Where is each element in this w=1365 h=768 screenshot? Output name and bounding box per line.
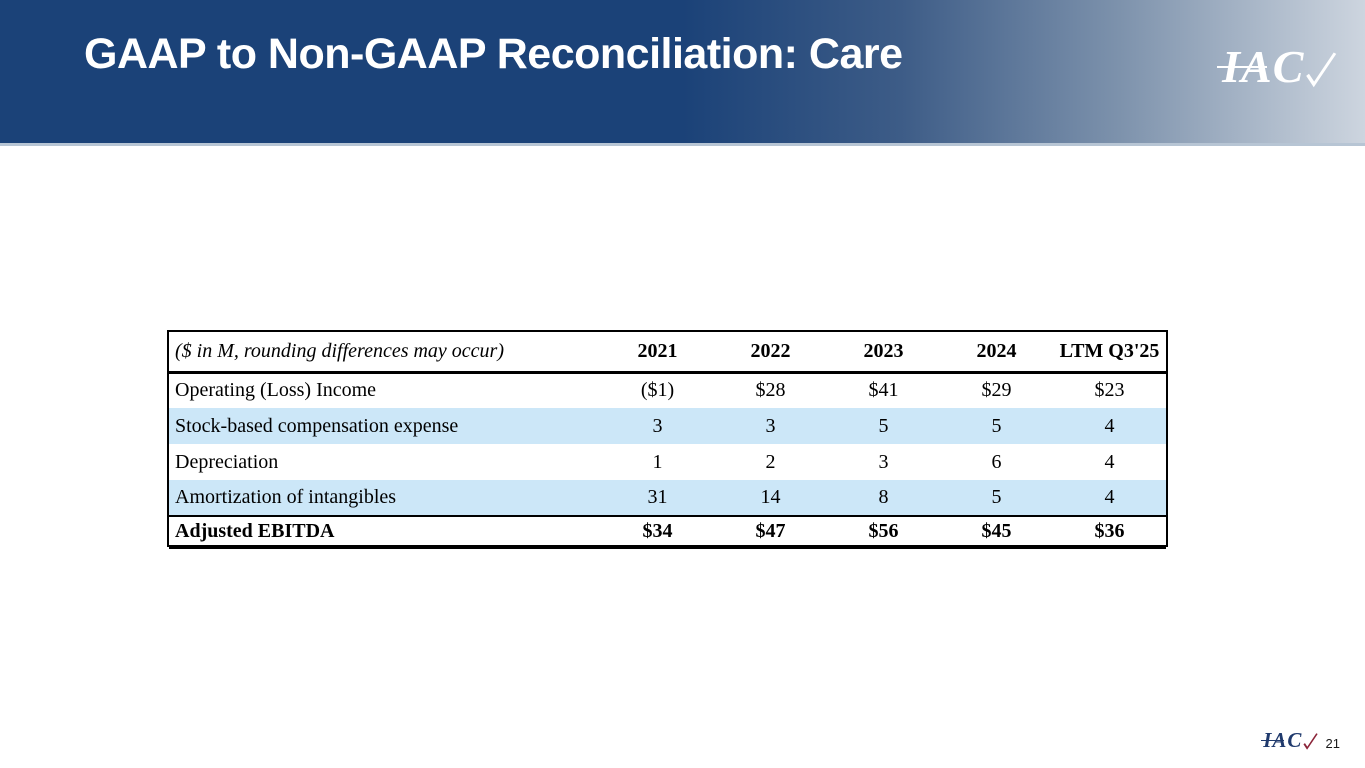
column-header-2023: 2023 xyxy=(863,339,904,362)
cell-value: $36 xyxy=(1094,519,1125,542)
cell-value: $34 xyxy=(642,519,673,542)
page-title: GAAP to Non-GAAP Reconciliation: Care xyxy=(84,30,903,78)
table-row: Operating (Loss) Income ($1) $28 $41 $29… xyxy=(169,372,1166,408)
cell-value: 5 xyxy=(878,414,889,437)
cell-value: 4 xyxy=(1104,486,1115,508)
header-band: GAAP to Non-GAAP Reconciliation: Care IA… xyxy=(0,0,1365,146)
cell-value: ($1) xyxy=(640,379,675,402)
iac-wordmark: IAC xyxy=(1217,41,1305,92)
iac-check-icon xyxy=(1306,52,1337,88)
column-header-2022: 2022 xyxy=(750,339,791,362)
row-label: Operating (Loss) Income xyxy=(175,379,377,402)
column-header-2024: 2024 xyxy=(976,339,1017,362)
gaap-table: ($ in M, rounding differences may occur)… xyxy=(169,332,1166,545)
page-number: 21 xyxy=(1325,736,1340,751)
cell-value: 3 xyxy=(652,414,663,437)
cell-value: 2 xyxy=(765,450,776,473)
row-label: Amortization of intangibles xyxy=(175,486,397,508)
table-row: Amortization of intangibles 31 14 8 5 4 xyxy=(169,480,1166,516)
cell-value: 1 xyxy=(652,450,663,473)
cell-value: $56 xyxy=(868,519,899,542)
cell-value: 3 xyxy=(765,414,776,437)
iac-logo-footer: IAC xyxy=(1260,728,1318,752)
cell-value: 5 xyxy=(991,486,1002,508)
table-total-row: Adjusted EBITDA $34 $47 $56 $45 $36 xyxy=(169,516,1166,545)
column-header-2021: 2021 xyxy=(637,339,678,362)
cell-value: 5 xyxy=(991,414,1002,437)
cell-value: $41 xyxy=(868,379,899,402)
row-label: Adjusted EBITDA xyxy=(175,519,335,542)
cell-value: 14 xyxy=(760,486,781,508)
iac-wordmark: IAC xyxy=(1260,728,1303,752)
cell-value: 31 xyxy=(647,486,668,508)
table-header-row: ($ in M, rounding differences may occur)… xyxy=(169,332,1166,372)
cell-value: 4 xyxy=(1104,414,1115,437)
cell-value: 6 xyxy=(991,450,1002,473)
table-caption: ($ in M, rounding differences may occur) xyxy=(175,339,504,362)
table-row: Depreciation 1 2 3 6 4 xyxy=(169,444,1166,480)
iac-check-icon xyxy=(1303,733,1318,750)
cell-value: 3 xyxy=(878,450,889,473)
cell-value: $28 xyxy=(755,379,786,402)
cell-value: 8 xyxy=(878,486,889,508)
table-row: Stock-based compensation expense 3 3 5 5… xyxy=(169,408,1166,444)
cell-value: $23 xyxy=(1094,379,1125,402)
cell-value: $47 xyxy=(755,519,786,542)
row-label: Stock-based compensation expense xyxy=(175,414,459,437)
iac-logo-header: IAC xyxy=(1217,41,1337,92)
cell-value: 4 xyxy=(1104,450,1115,473)
column-header-ltm: LTM Q3'25 xyxy=(1059,339,1160,362)
row-label: Depreciation xyxy=(175,450,279,473)
cell-value: $29 xyxy=(981,379,1012,402)
cell-value: $45 xyxy=(981,519,1012,542)
reconciliation-table: ($ in M, rounding differences may occur)… xyxy=(167,330,1168,547)
